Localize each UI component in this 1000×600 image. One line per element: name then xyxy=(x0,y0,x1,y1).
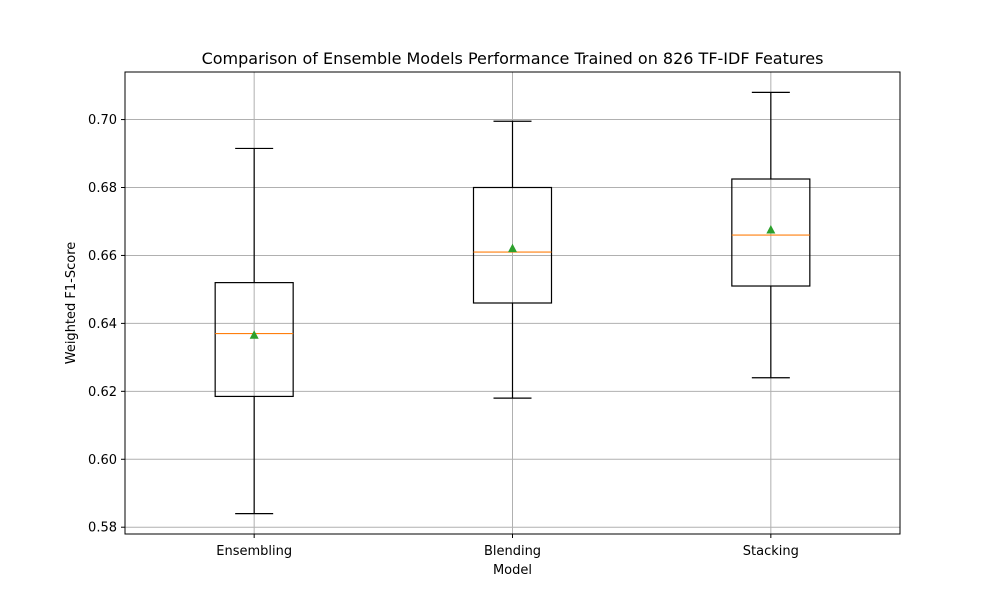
x-axis-label: Model xyxy=(493,563,532,578)
chart-title: Comparison of Ensemble Models Performanc… xyxy=(202,49,824,68)
box-stacking xyxy=(731,91,811,379)
x-tick-label: Stacking xyxy=(743,544,799,559)
y-axis-label: Weighted F1-Score xyxy=(64,242,79,365)
iqr-box xyxy=(731,178,811,287)
box-blending xyxy=(472,120,553,399)
y-tick-label: 0.64 xyxy=(88,317,117,332)
mean-marker xyxy=(249,330,259,339)
x-tick-label: Ensembling xyxy=(216,544,292,559)
box-ensembling xyxy=(214,147,294,515)
y-tick-label: 0.68 xyxy=(88,181,117,196)
iqr-box xyxy=(214,282,294,398)
mean-marker xyxy=(766,224,776,234)
x-tick-label: Blending xyxy=(484,544,541,559)
boxes xyxy=(214,91,811,515)
mean-marker xyxy=(508,243,517,253)
iqr-box xyxy=(472,186,553,304)
axis-ticks: 0.58 0.60 0.62 0.64 0.66 0.68 0.70 Ensembling Bl… xyxy=(88,113,799,559)
y-tick-label: 0.70 xyxy=(88,113,117,128)
y-tick-label: 0.66 xyxy=(88,249,117,264)
y-tick-label: 0.60 xyxy=(88,453,117,468)
y-tick-label: 0.58 xyxy=(88,521,117,536)
y-tick-label: 0.62 xyxy=(88,385,117,400)
